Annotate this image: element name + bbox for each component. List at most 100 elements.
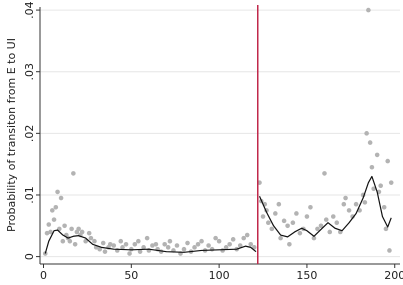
x-tick-label: 50: [124, 269, 138, 282]
point: [294, 211, 299, 216]
point: [260, 214, 266, 219]
y-tick-label: .02: [23, 125, 36, 143]
point: [86, 230, 92, 236]
point: [278, 235, 283, 241]
point: [195, 241, 201, 247]
point: [162, 241, 167, 247]
point: [144, 235, 150, 241]
point: [88, 235, 94, 241]
point: [371, 186, 376, 192]
point: [213, 235, 218, 241]
point: [60, 238, 66, 244]
point: [216, 238, 222, 244]
point: [192, 245, 197, 250]
point: [346, 208, 352, 213]
y-tick-label: 0: [23, 253, 36, 260]
point: [55, 189, 60, 195]
x-tick-label: 150: [296, 269, 317, 282]
point: [364, 131, 369, 136]
point: [322, 171, 327, 176]
y-tick-label: .04: [23, 1, 36, 19]
point: [383, 226, 389, 232]
point: [341, 201, 347, 207]
point: [334, 220, 340, 226]
point: [308, 204, 313, 210]
point: [153, 241, 159, 247]
point: [206, 243, 211, 248]
point: [62, 223, 67, 229]
point: [318, 223, 324, 229]
point: [141, 245, 146, 250]
point: [97, 246, 103, 252]
point: [378, 183, 383, 189]
point: [100, 240, 106, 246]
point: [48, 229, 53, 235]
point: [167, 238, 173, 244]
point: [120, 245, 125, 250]
point: [385, 158, 391, 164]
y-axis-label: Probability of transiton from E to UI: [5, 38, 18, 232]
point: [181, 246, 187, 252]
x-tick-label: 100: [209, 269, 230, 282]
point: [227, 241, 232, 247]
point: [150, 243, 155, 248]
point: [53, 204, 59, 210]
point: [362, 200, 368, 205]
point: [387, 248, 392, 253]
point: [199, 238, 204, 244]
y-tick-label: .01: [23, 186, 36, 204]
point: [350, 214, 355, 219]
point: [374, 152, 380, 158]
x-tick-label: 0: [40, 269, 47, 282]
fit-line: [44, 175, 392, 254]
point: [107, 241, 113, 247]
point: [46, 222, 52, 227]
point: [174, 243, 180, 248]
point: [276, 201, 282, 207]
point: [76, 226, 81, 232]
point: [297, 230, 303, 236]
point: [327, 229, 333, 235]
point: [281, 218, 287, 224]
point: [102, 249, 108, 254]
point: [366, 7, 371, 13]
point: [290, 220, 296, 226]
point: [311, 235, 317, 241]
point: [67, 238, 73, 244]
point: [79, 229, 85, 235]
point: [209, 246, 215, 252]
point: [42, 251, 48, 256]
point: [132, 241, 138, 247]
point: [265, 220, 271, 226]
point: [285, 223, 290, 229]
point: [44, 230, 50, 236]
point: [353, 201, 359, 207]
point: [127, 251, 132, 256]
point: [58, 195, 64, 201]
point: [111, 243, 117, 248]
point: [230, 237, 236, 242]
point: [287, 241, 292, 247]
point: [367, 140, 373, 145]
point: [388, 180, 394, 185]
point: [123, 241, 129, 247]
x-tick-label: 200: [384, 269, 403, 282]
point: [244, 232, 250, 238]
point: [69, 226, 74, 232]
point: [241, 235, 247, 241]
point: [315, 226, 320, 232]
point: [273, 211, 278, 216]
point: [330, 214, 336, 219]
point: [185, 240, 190, 246]
point: [323, 217, 329, 222]
point: [220, 248, 225, 253]
point: [136, 238, 141, 244]
point: [118, 238, 124, 244]
point: [49, 208, 55, 213]
y-tick-label: .03: [23, 63, 36, 81]
point: [137, 249, 143, 254]
point: [223, 245, 229, 250]
point: [343, 195, 348, 201]
point: [381, 204, 387, 210]
